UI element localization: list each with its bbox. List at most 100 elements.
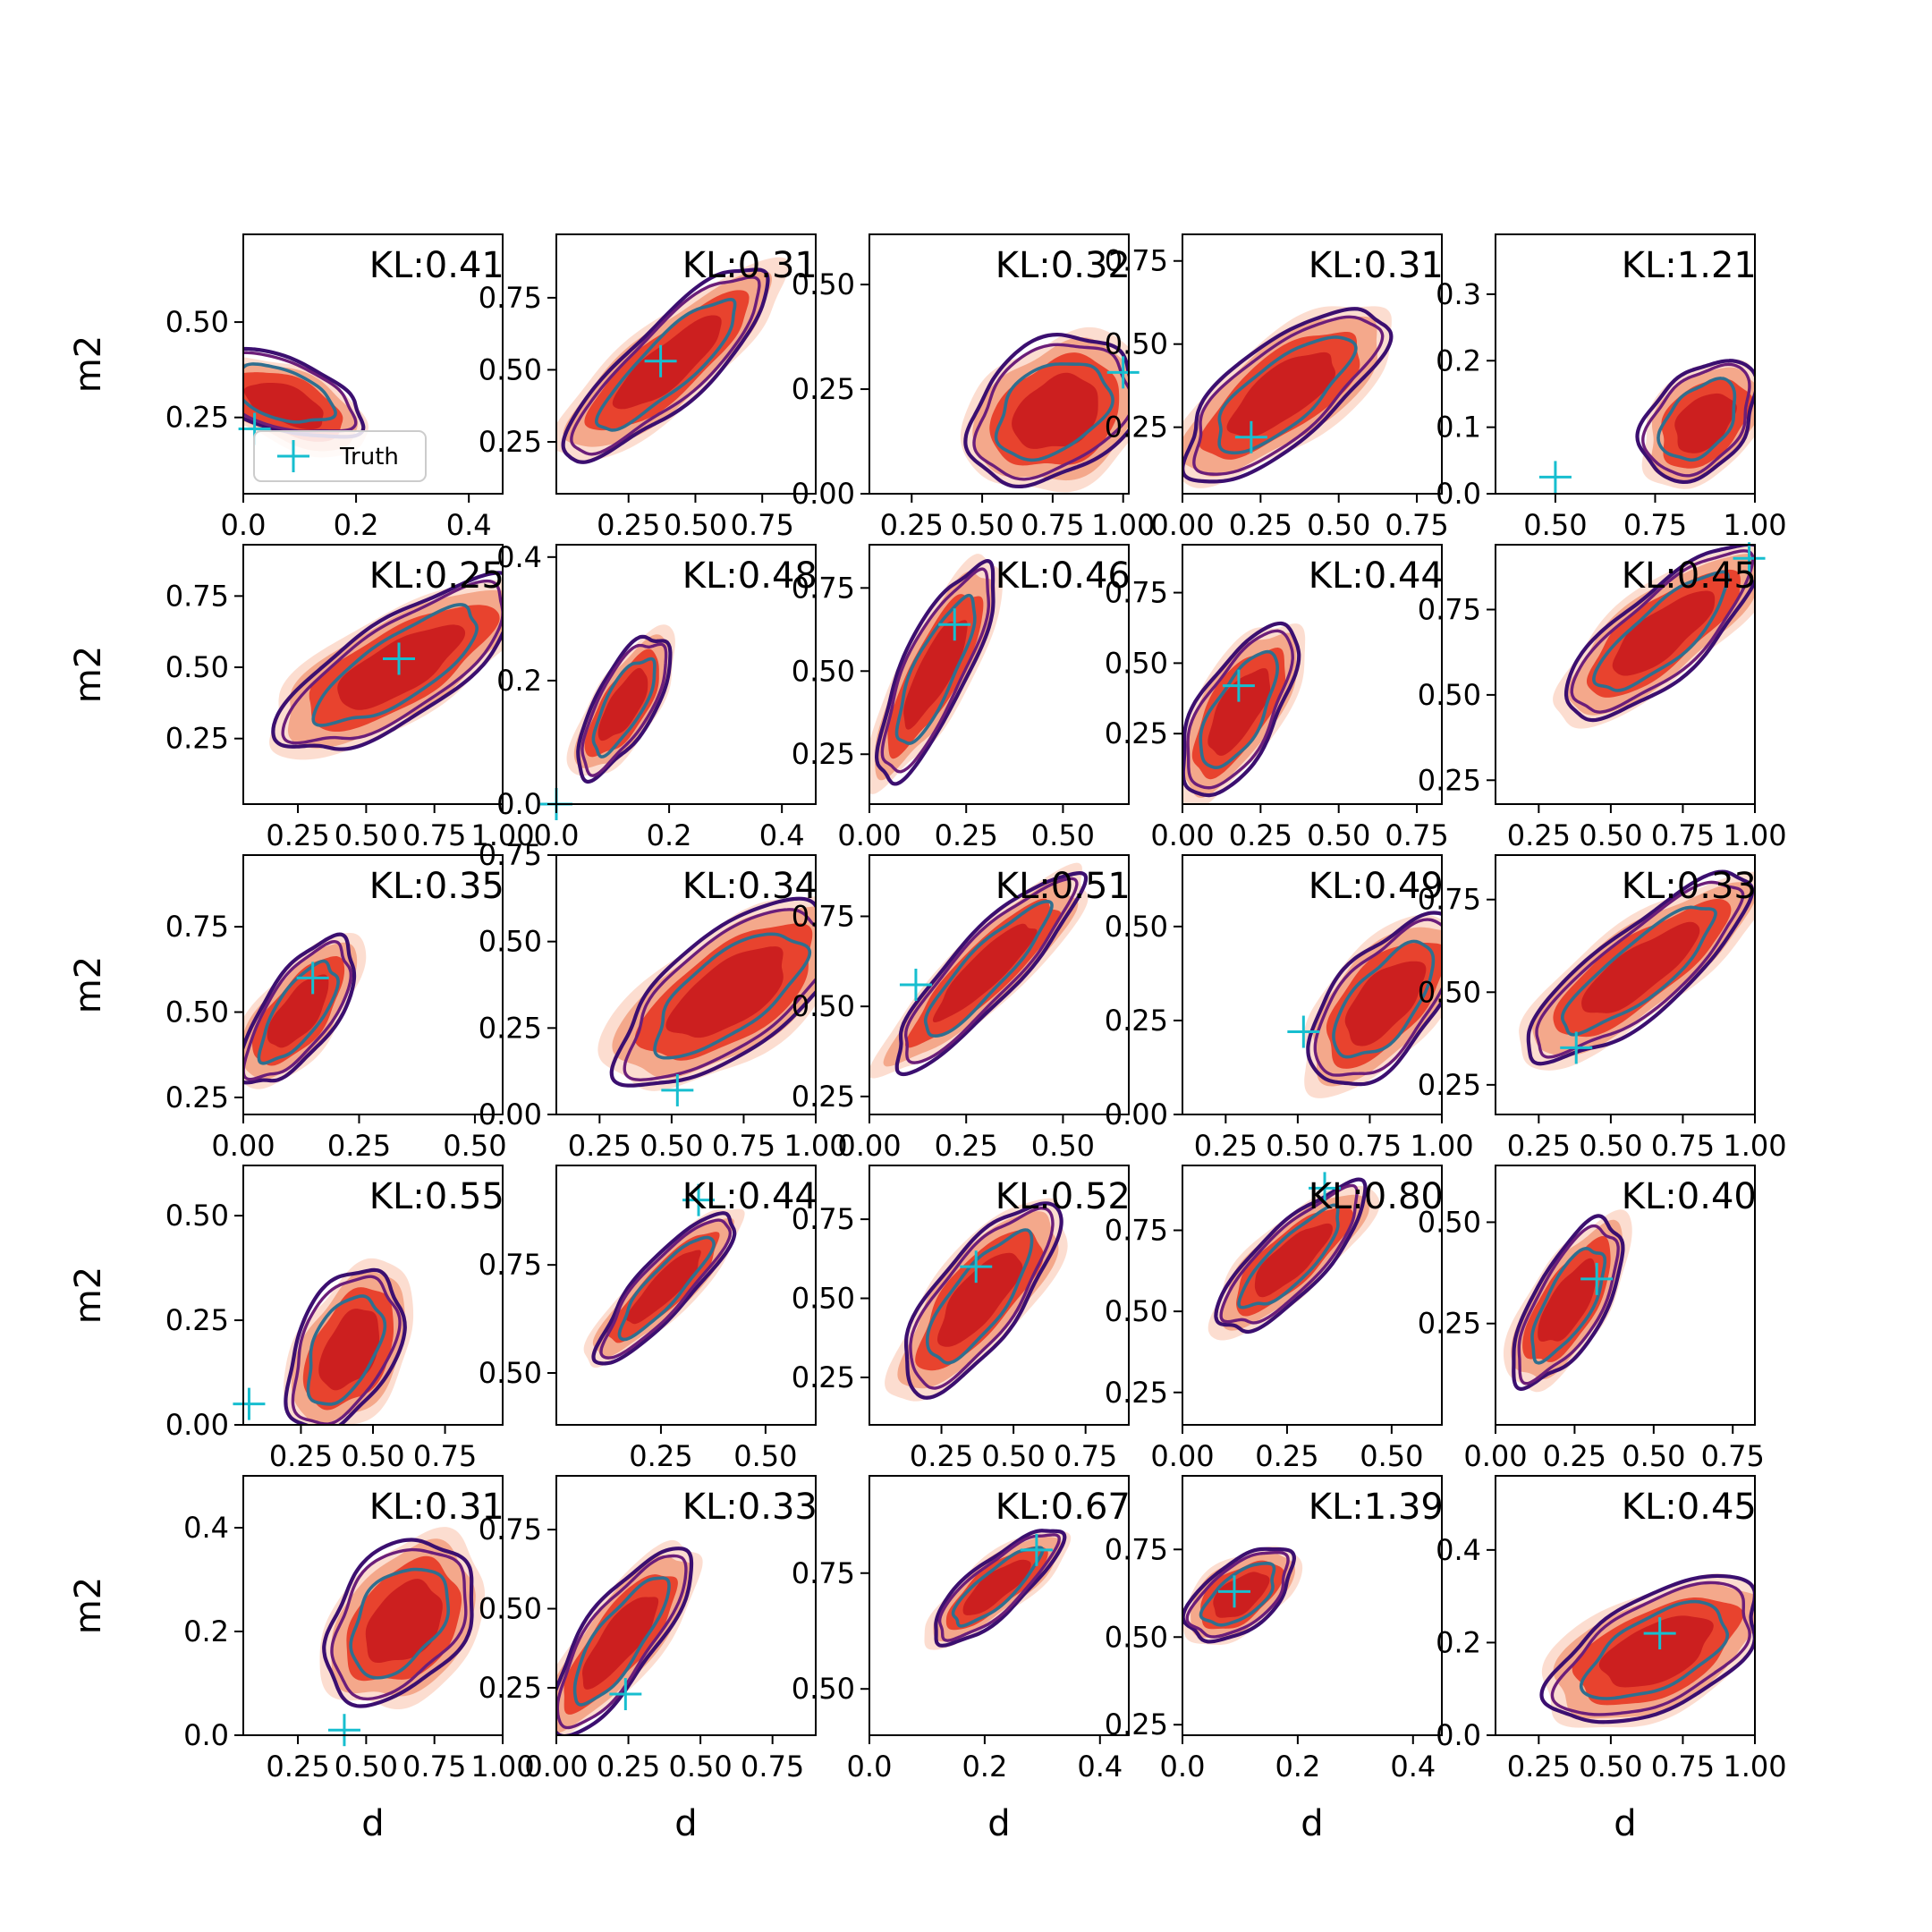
fill-level-4 [597, 667, 648, 741]
contour-line-outer [1563, 545, 1755, 723]
axes-frame [242, 854, 504, 1115]
y-tick-label: 0.00 [792, 477, 855, 511]
contour-line-mid [291, 1275, 402, 1425]
fill-level-4 [1208, 668, 1271, 756]
x-tick-label: 0.00 [1150, 818, 1214, 852]
contour-line-inner [1237, 1203, 1340, 1309]
y-tick-label: 0.00 [165, 1408, 229, 1442]
contour-line-inner [653, 932, 812, 1060]
x-tick-label: 0.25 [1229, 818, 1292, 852]
y-tick-label: 0.4 [496, 540, 542, 574]
contour-line-outer [561, 267, 770, 464]
axes-frame [869, 544, 1130, 805]
density-contours [1182, 306, 1394, 488]
y-tick-label: 0.2 [1436, 343, 1481, 377]
x-tick-label: 0.4 [759, 818, 805, 852]
density-contours [583, 1208, 745, 1368]
kl-title: KL:0.55 [369, 1176, 504, 1217]
y-tick-label: 0.0 [1436, 1718, 1481, 1752]
contour-line-outer [1182, 621, 1301, 798]
density-contours [1208, 1177, 1380, 1341]
y-tick-label: 0.3 [1436, 277, 1481, 311]
kl-title: KL:0.35 [369, 866, 504, 907]
contour-line-outer [1182, 1546, 1297, 1644]
density-contours [1635, 359, 1755, 489]
y-tick-label: 0.75 [479, 838, 542, 872]
x-tick-label: 0.50 [1579, 1750, 1642, 1784]
panel-15: KL:0.330.25 0.50 0.75 1.000.250.500.75 [1418, 854, 1787, 1163]
x-tick-label: 0.25 [880, 508, 944, 542]
fill-level-4 [318, 1309, 380, 1391]
x-tick-label: 1.00 [1723, 508, 1786, 542]
truth-marker [682, 1183, 716, 1216]
y-tick-label: 0.25 [1105, 411, 1168, 445]
contour-line-outer [1182, 307, 1394, 484]
x-tick-label: 0.25 [935, 1129, 998, 1163]
kl-title: KL:0.45 [1622, 555, 1757, 597]
kl-title: KL:0.48 [682, 555, 818, 597]
y-tick-label: 0.50 [479, 352, 542, 386]
contour-line-outer [243, 346, 366, 439]
y-tick-label: 0.25 [165, 722, 229, 756]
panel-5: KL:1.21 0.50 0.75 1.00 0.0 0.1 0.2 0.3 [1436, 233, 1787, 542]
y-tick-label: 0.00 [1105, 1097, 1168, 1131]
axes-frame [1495, 1165, 1756, 1426]
x-tick-label: 0.75 [1338, 1129, 1402, 1163]
y-tick-label: 0.50 [165, 996, 229, 1030]
x-tick-label: 0.00 [837, 818, 901, 852]
x-tick-label: 0.75 [1651, 1750, 1715, 1784]
density-contours [1182, 621, 1306, 804]
x-tick-label: 0.75 [712, 1129, 775, 1163]
panel-11: KL:0.35 0.00 0.25 0.50 0.25 0.50 0.75 m2 [68, 854, 507, 1163]
fill-level-4 [1598, 1615, 1714, 1688]
axes-frame [555, 1165, 817, 1426]
y-tick-label: 0.50 [165, 305, 229, 339]
contour-line-inner [594, 297, 737, 432]
density-contours [283, 1258, 414, 1425]
contour-line-inner [1199, 649, 1280, 769]
density-contours [1539, 1573, 1755, 1728]
y-tick-label: 0.25 [1105, 1376, 1168, 1410]
x-tick-label: 0.0 [534, 818, 580, 852]
kl-title: KL:1.39 [1309, 1487, 1444, 1528]
contour-line-outer [894, 870, 1089, 1077]
contour-line-mid [1550, 1580, 1751, 1716]
panel-12: KL:0.34 0.25 0.50 0.75 1.00 0.00 0.25 0.50 0.75 [479, 838, 848, 1163]
kl-title: KL:0.44 [1309, 555, 1444, 597]
y-tick-label: 0.50 [792, 654, 855, 688]
y-tick-label: 0.00 [479, 1097, 542, 1131]
contour-line-mid [1535, 880, 1745, 1059]
y-tick-label: 0.50 [1105, 646, 1168, 680]
density-contours [269, 571, 503, 760]
x-tick-label: 0.4 [446, 508, 492, 542]
y-tick-label: 0.50 [1418, 678, 1481, 712]
x-tick-label: 0.2 [962, 1750, 1007, 1784]
x-tick-label: 0.50 [335, 818, 398, 852]
x-tick-label: 0.0 [847, 1750, 893, 1784]
x-tick-label: 0.25 [1229, 508, 1292, 542]
y-tick-label: 0.75 [1105, 576, 1168, 610]
x-tick-label: 0.25 [266, 818, 329, 852]
contour-line-inner [1592, 570, 1730, 692]
contour-line-mid [903, 877, 1079, 1064]
density-contours [885, 1198, 1068, 1402]
fill-level-4 [1254, 1223, 1333, 1298]
y-tick-label: 0.75 [479, 281, 542, 315]
x-tick-label: 0.50 [950, 508, 1013, 542]
contour-line-inner [617, 1235, 716, 1342]
x-tick-label: 0.50 [1579, 1129, 1642, 1163]
contour-line-mid [556, 1554, 688, 1730]
x-axis-label: d [674, 1803, 697, 1844]
axes-frame [1495, 544, 1756, 805]
x-tick-label: 0.25 [1255, 1439, 1318, 1473]
y-tick-label: 0.2 [1436, 1625, 1481, 1659]
y-tick-label: 0.75 [1418, 593, 1481, 627]
x-tick-label: 0.25 [1507, 1750, 1571, 1784]
density-contours [597, 896, 816, 1091]
legend-label: Truth [339, 444, 399, 470]
x-tick-label: 0.0 [1160, 1750, 1206, 1784]
legend-truth-marker [277, 440, 309, 472]
contour-line-outer [576, 634, 673, 784]
contour-line-outer [1306, 911, 1442, 1087]
y-tick-label: 0.50 [1105, 327, 1168, 361]
